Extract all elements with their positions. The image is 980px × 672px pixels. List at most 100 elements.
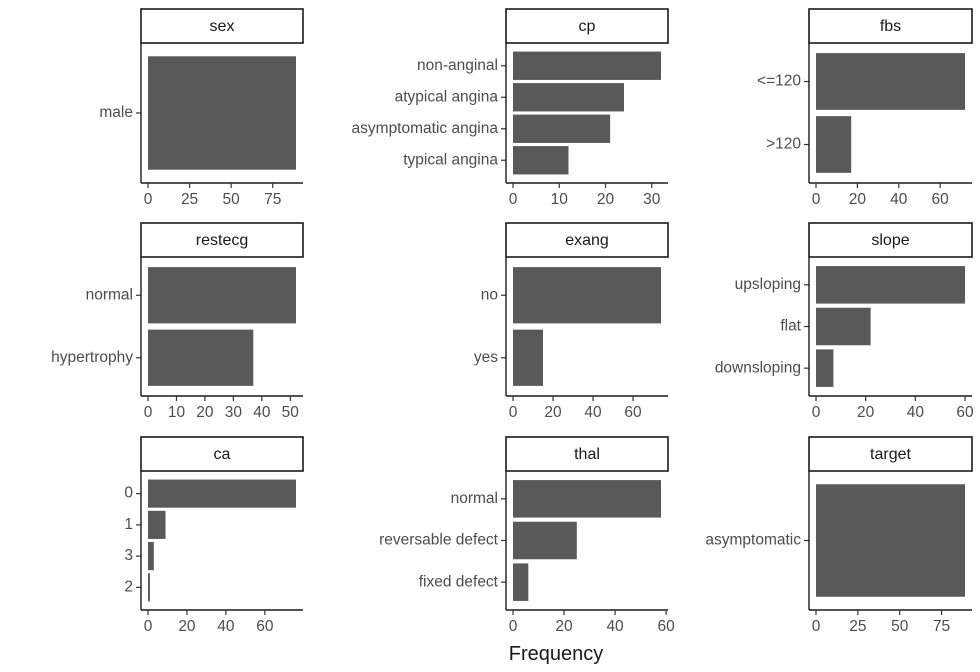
y-tick-label-fbs->120: >120 — [766, 136, 801, 153]
x-tick-label-slope-60: 60 — [956, 404, 974, 421]
x-tick-label-exang-0: 0 — [509, 404, 518, 421]
y-tick-label-restecg-hypertrophy: hypertrophy — [51, 349, 133, 366]
x-tick-label-slope-0: 0 — [812, 404, 821, 421]
bar-thal-normal — [513, 480, 661, 518]
y-tick-label-slope-flat: flat — [780, 318, 801, 335]
facet-strip-thal — [505, 436, 669, 472]
x-tick-label-restecg-30: 30 — [225, 404, 243, 421]
x-tick-label-cp-0: 0 — [509, 191, 518, 208]
y-tick-label-thal-fixed defect: fixed defect — [419, 573, 499, 590]
bar-cp-non-anginal — [513, 51, 661, 80]
x-tick-label-ca-60: 60 — [256, 618, 274, 635]
x-tick-label-restecg-20: 20 — [196, 404, 214, 421]
facet-strip-ca — [140, 436, 304, 472]
bar-ca-3 — [148, 542, 154, 571]
facet-title-restecg: restecg — [196, 232, 248, 249]
bar-slope-upsloping — [816, 266, 965, 304]
x-tick-label-slope-20: 20 — [857, 404, 875, 421]
y-tick-label-thal-reversable defect: reversable defect — [379, 532, 499, 549]
x-tick-label-restecg-0: 0 — [144, 404, 153, 421]
bar-slope-downsloping — [816, 349, 834, 387]
facet-title-thal: thal — [574, 446, 600, 463]
y-tick-label-cp-typical angina: typical angina — [403, 151, 498, 168]
y-tick-label-thal-normal: normal — [451, 490, 498, 507]
x-tick-label-target-25: 25 — [849, 618, 866, 635]
x-tick-label-ca-0: 0 — [144, 618, 153, 635]
bar-exang-yes — [513, 329, 543, 386]
x-tick-label-exang-60: 60 — [624, 404, 642, 421]
bar-thal-fixed defect — [513, 563, 529, 601]
x-tick-label-sex-50: 50 — [223, 191, 241, 208]
y-tick-label-restecg-normal: normal — [86, 286, 133, 303]
x-tick-label-cp-10: 10 — [551, 191, 569, 208]
x-tick-label-thal-0: 0 — [509, 618, 518, 635]
y-tick-label-target-asymptomatic: asymptomatic — [705, 532, 801, 549]
x-axis-title: Frequency — [509, 643, 604, 665]
bar-cp-typical angina — [513, 146, 569, 175]
x-tick-label-thal-40: 40 — [606, 618, 624, 635]
facet-strip-target — [808, 436, 973, 472]
bar-ca-0 — [148, 479, 296, 508]
bar-restecg-normal — [148, 267, 296, 324]
x-tick-label-cp-30: 30 — [643, 191, 661, 208]
facet-title-sex: sex — [210, 18, 235, 35]
facet-title-fbs: fbs — [880, 18, 901, 35]
y-tick-label-cp-non-anginal: non-anginal — [417, 57, 498, 74]
bar-slope-flat — [816, 307, 871, 346]
x-tick-label-fbs-60: 60 — [932, 191, 950, 208]
x-tick-label-sex-75: 75 — [264, 191, 281, 208]
x-tick-label-sex-0: 0 — [144, 191, 153, 208]
facet-strip-sex — [140, 8, 304, 44]
bar-restecg-hypertrophy — [148, 329, 254, 386]
x-tick-label-cp-20: 20 — [597, 191, 615, 208]
x-tick-label-target-0: 0 — [812, 618, 821, 635]
x-tick-label-fbs-20: 20 — [849, 191, 867, 208]
x-tick-label-thal-60: 60 — [657, 618, 675, 635]
bar-thal-reversable defect — [513, 521, 577, 560]
y-tick-label-fbs-<=120: <=120 — [757, 73, 801, 90]
x-tick-label-slope-40: 40 — [907, 404, 925, 421]
bar-ca-1 — [148, 510, 166, 539]
facet-title-cp: cp — [579, 18, 596, 35]
y-tick-label-ca-2: 2 — [124, 578, 133, 595]
x-tick-label-exang-20: 20 — [544, 404, 562, 421]
bar-ca-2 — [148, 573, 150, 602]
y-tick-label-slope-downsloping: downsloping — [715, 359, 801, 376]
x-tick-label-sex-25: 25 — [181, 191, 198, 208]
facet-title-slope: slope — [871, 232, 909, 249]
facet-strip-restecg — [140, 222, 304, 258]
x-tick-label-fbs-0: 0 — [812, 191, 821, 208]
facet-title-target: target — [870, 446, 911, 463]
y-tick-label-ca-1: 1 — [124, 516, 133, 533]
y-tick-label-exang-no: no — [481, 286, 498, 303]
facet-title-ca: ca — [214, 446, 231, 463]
facet-strip-cp — [505, 8, 669, 44]
x-tick-label-target-75: 75 — [933, 618, 950, 635]
bar-fbs->120 — [816, 116, 852, 173]
y-tick-label-ca-3: 3 — [124, 547, 133, 564]
x-tick-label-restecg-10: 10 — [168, 404, 186, 421]
x-tick-label-thal-20: 20 — [555, 618, 573, 635]
y-tick-label-ca-0: 0 — [124, 485, 133, 502]
bar-cp-asymptomatic angina — [513, 114, 611, 143]
bar-fbs-<=120 — [816, 53, 965, 110]
bar-sex-male — [148, 56, 296, 170]
x-tick-label-fbs-40: 40 — [890, 191, 908, 208]
y-tick-label-slope-upsloping: upsloping — [735, 276, 801, 293]
y-tick-label-cp-atypical angina: atypical angina — [395, 88, 499, 105]
x-tick-label-ca-20: 20 — [178, 618, 196, 635]
facet-title-exang: exang — [565, 232, 609, 249]
y-tick-label-exang-yes: yes — [474, 349, 498, 366]
bar-target-asymptomatic — [816, 484, 965, 597]
facet-strip-exang — [505, 222, 669, 258]
x-tick-label-restecg-50: 50 — [282, 404, 300, 421]
x-tick-label-ca-40: 40 — [217, 618, 235, 635]
facet-strip-slope — [808, 222, 973, 258]
facet-strip-fbs — [808, 8, 973, 44]
x-tick-label-exang-40: 40 — [584, 404, 602, 421]
bar-cp-atypical angina — [513, 83, 624, 112]
y-tick-label-cp-asymptomatic angina: asymptomatic angina — [352, 120, 499, 137]
x-tick-label-restecg-40: 40 — [253, 404, 271, 421]
x-tick-label-target-50: 50 — [891, 618, 909, 635]
